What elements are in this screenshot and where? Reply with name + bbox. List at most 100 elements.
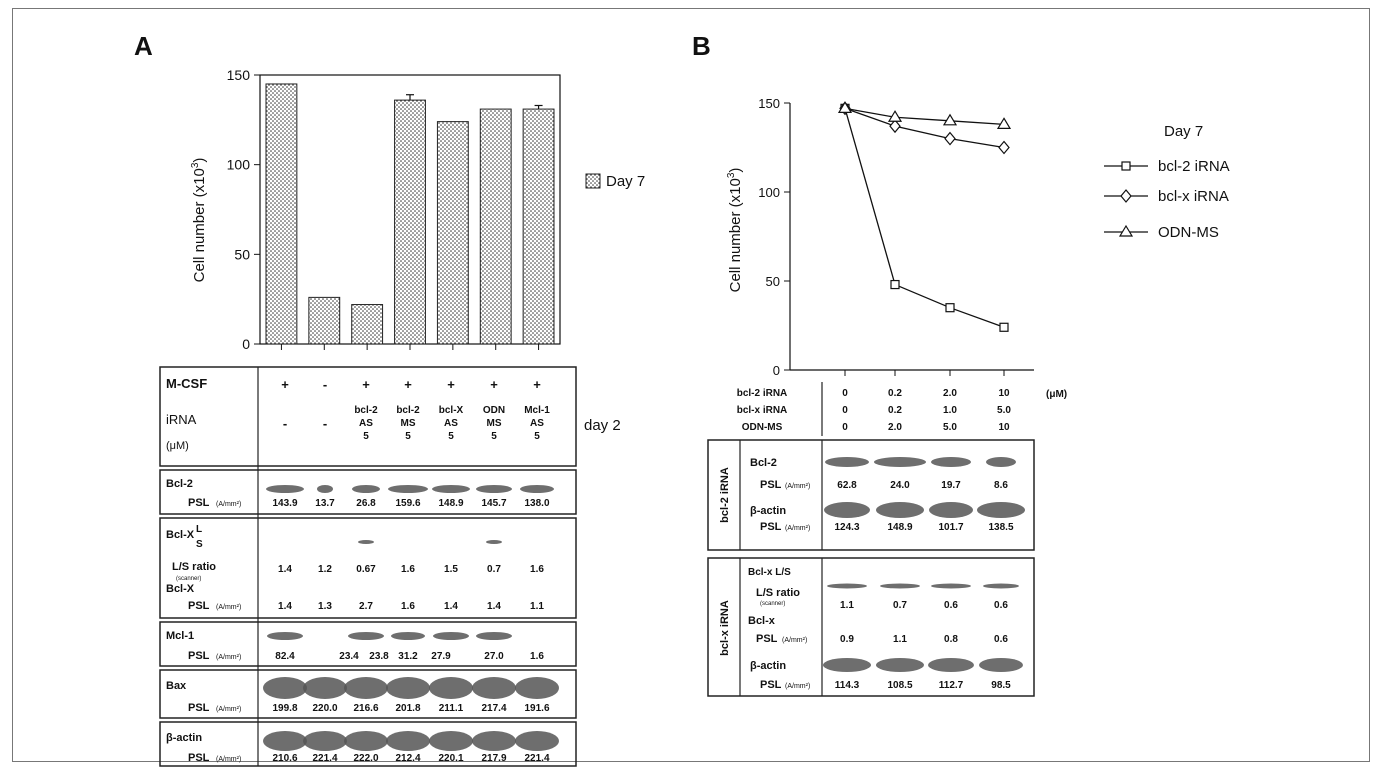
legend-a-label: Day 7 bbox=[606, 173, 645, 190]
b-ytick-label: 0 bbox=[773, 363, 780, 378]
a-ytick-label: 100 bbox=[227, 157, 251, 173]
dose-table: bcl-2 iRNA 0 0.2 2.0 10 bcl-x iRNA 0 0.2 1.0 5.0 O… bbox=[737, 382, 1011, 436]
a-bclx-bands bbox=[358, 540, 502, 544]
a-bcl2-band bbox=[266, 485, 304, 493]
panel-b-table-1 bbox=[707, 439, 1035, 551]
mcsf-cell: - bbox=[323, 377, 327, 392]
a-ls-ratio-cell: 1.6 bbox=[530, 564, 544, 575]
panel-a-bar-chart: 0 50 100 150 bbox=[227, 67, 561, 352]
a-actin-psl-unit: (A/mm²) bbox=[216, 756, 241, 763]
mcsf-label: M-CSF bbox=[166, 376, 207, 391]
irna-cell: 5 bbox=[448, 431, 454, 442]
panel-b-ylabel: Cell number (x103) bbox=[726, 168, 744, 293]
b2-bclx-label: Bcl-x L/S bbox=[748, 567, 791, 578]
a-actin-psl-cell: 212.4 bbox=[395, 753, 420, 764]
b2-bclx-band bbox=[931, 583, 971, 589]
a-bcl2-psl-cell: 145.7 bbox=[481, 498, 506, 509]
a-bax-band bbox=[344, 677, 388, 699]
b1-actin-band bbox=[977, 502, 1025, 518]
a-ytick-label: 150 bbox=[227, 67, 251, 83]
dose-row-label: bcl-2 iRNA bbox=[737, 388, 788, 399]
a-actin-label: β-actin bbox=[166, 732, 202, 744]
dose-cell: 5.0 bbox=[943, 422, 957, 433]
a-bclx-s-label: S bbox=[196, 539, 203, 550]
a-actin-psl-cell: 221.4 bbox=[524, 753, 549, 764]
a-bax-psl-label: PSL bbox=[188, 702, 210, 714]
a-bar bbox=[479, 108, 512, 345]
irna-cell: 5 bbox=[534, 431, 540, 442]
a-bax-psl-unit: (A/mm²) bbox=[216, 706, 241, 713]
a-bax-psl-cell: 216.6 bbox=[353, 703, 378, 714]
b2-actin-band bbox=[876, 658, 924, 672]
b-point bbox=[942, 113, 958, 126]
a-actin-band bbox=[386, 731, 430, 751]
irna-cell: Mcl-1 bbox=[524, 405, 550, 416]
a-bcl2-band bbox=[476, 485, 512, 493]
dose-cell: 0 bbox=[842, 422, 848, 433]
irna-row: - - bcl-2 AS 5 bcl-2 MS 5 bcl-X AS 5 ODN MS 5 Mcl-1 AS 5 bbox=[283, 405, 550, 442]
a-bclx-psl-row: 1.4 1.3 2.7 1.6 1.4 1.4 1.1 bbox=[278, 601, 544, 612]
a-bcl2-psl-unit: (A/mm²) bbox=[216, 501, 241, 508]
a-mcl1-psl-row: 82.4 23.4 23.8 31.2 27.9 27.0 1.6 bbox=[275, 651, 544, 662]
a-bax-psl-cell: 220.0 bbox=[312, 703, 337, 714]
panel-b-label: B bbox=[692, 31, 711, 61]
b2-actin-psl-unit: (A/mm²) bbox=[785, 683, 810, 690]
b2-actin-psl-cell: 108.5 bbox=[887, 680, 912, 691]
dose-cell: 0 bbox=[842, 388, 848, 399]
a-bclx-band bbox=[358, 540, 374, 544]
a-bax-band bbox=[263, 677, 307, 699]
b1-actin-band bbox=[824, 502, 870, 518]
a-bax-psl-cell: 199.8 bbox=[272, 703, 297, 714]
a-bclx-psl-unit: (A/mm²) bbox=[216, 604, 241, 611]
a-bclx-psl-cell: 1.4 bbox=[487, 601, 501, 612]
legend-b-title: Day 7 bbox=[1164, 123, 1203, 140]
b-legend-label: bcl-x iRNA bbox=[1158, 188, 1229, 205]
b-point bbox=[945, 303, 955, 313]
a-bcl2-psl-cell: 138.0 bbox=[524, 498, 549, 509]
a-actin-bands bbox=[263, 731, 559, 751]
a-mcl1-bands bbox=[267, 632, 512, 640]
a-bcl2-psl-row: 143.9 13.7 26.8 159.6 148.9 145.7 138.0 bbox=[272, 498, 549, 509]
dose-row-label: bcl-x iRNA bbox=[737, 405, 788, 416]
irna-cell: - bbox=[323, 416, 327, 431]
b2-bclx-psl-cell: 0.8 bbox=[944, 634, 958, 645]
a-mcl1-band bbox=[267, 632, 303, 640]
a-bax-psl-cell: 201.8 bbox=[395, 703, 420, 714]
b-ytick-label: 50 bbox=[766, 274, 780, 289]
mcsf-cell: + bbox=[447, 377, 455, 392]
dose-unit: (μM) bbox=[1046, 389, 1067, 400]
a-bclx-psl-cell: 1.4 bbox=[444, 601, 458, 612]
a-actin-psl-cell: 220.1 bbox=[438, 753, 463, 764]
b1-bcl2-psl-label: PSL bbox=[760, 479, 782, 491]
a-actin-psl-cell: 210.6 bbox=[272, 753, 297, 764]
irna-cell: AS bbox=[444, 418, 458, 429]
a-actin-band bbox=[429, 731, 473, 751]
a-ls-ratio-cell: 1.6 bbox=[401, 564, 415, 575]
a-actin-band bbox=[472, 731, 516, 751]
a-ls-ratio-cell: 1.5 bbox=[444, 564, 458, 575]
panel-a-ylabel: Cell number (x103) bbox=[190, 158, 208, 283]
b1-actin-label: β-actin bbox=[750, 505, 786, 517]
a-bcl2-band bbox=[388, 485, 428, 493]
irna-cell: MS bbox=[487, 418, 502, 429]
a-mcl1-band bbox=[433, 632, 469, 640]
b-ytick-label: 150 bbox=[758, 96, 780, 111]
b-series-line bbox=[844, 108, 1005, 328]
irna-unit-label: (μM) bbox=[166, 440, 189, 452]
a-bax-psl-cell: 217.4 bbox=[481, 703, 506, 714]
a-mcl1-psl-unit: (A/mm²) bbox=[216, 654, 241, 661]
irna-cell: 5 bbox=[491, 431, 497, 442]
b2-bclx-band bbox=[983, 583, 1019, 589]
dose-cell: 10 bbox=[998, 422, 1010, 433]
a-actin-band bbox=[263, 731, 307, 751]
b1-side-label: bcl-2 iRNA bbox=[719, 467, 731, 523]
a-actin-band bbox=[303, 731, 347, 751]
b2-bclx2-label: Bcl-x bbox=[748, 615, 776, 627]
b2-actin-psl-cell: 112.7 bbox=[939, 680, 964, 691]
b2-psl-unit: (A/mm²) bbox=[782, 637, 807, 644]
irna-cell: 5 bbox=[405, 431, 411, 442]
a-bcl2-psl-cell: 159.6 bbox=[395, 498, 420, 509]
b1-actin-psl-cell: 138.5 bbox=[988, 522, 1013, 533]
irna-cell: bcl-2 bbox=[354, 405, 378, 416]
